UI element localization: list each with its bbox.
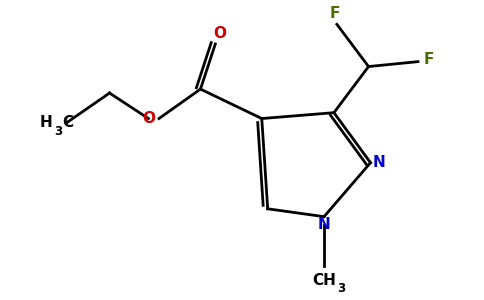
Text: F: F — [329, 6, 340, 21]
Text: C: C — [62, 115, 74, 130]
Text: N: N — [373, 155, 385, 170]
Text: CH: CH — [312, 273, 336, 288]
Text: N: N — [318, 217, 331, 232]
Text: O: O — [142, 111, 155, 126]
Text: H: H — [39, 115, 52, 130]
Text: O: O — [213, 26, 227, 41]
Text: 3: 3 — [54, 124, 62, 137]
Text: F: F — [424, 52, 434, 67]
Text: 3: 3 — [337, 283, 345, 296]
